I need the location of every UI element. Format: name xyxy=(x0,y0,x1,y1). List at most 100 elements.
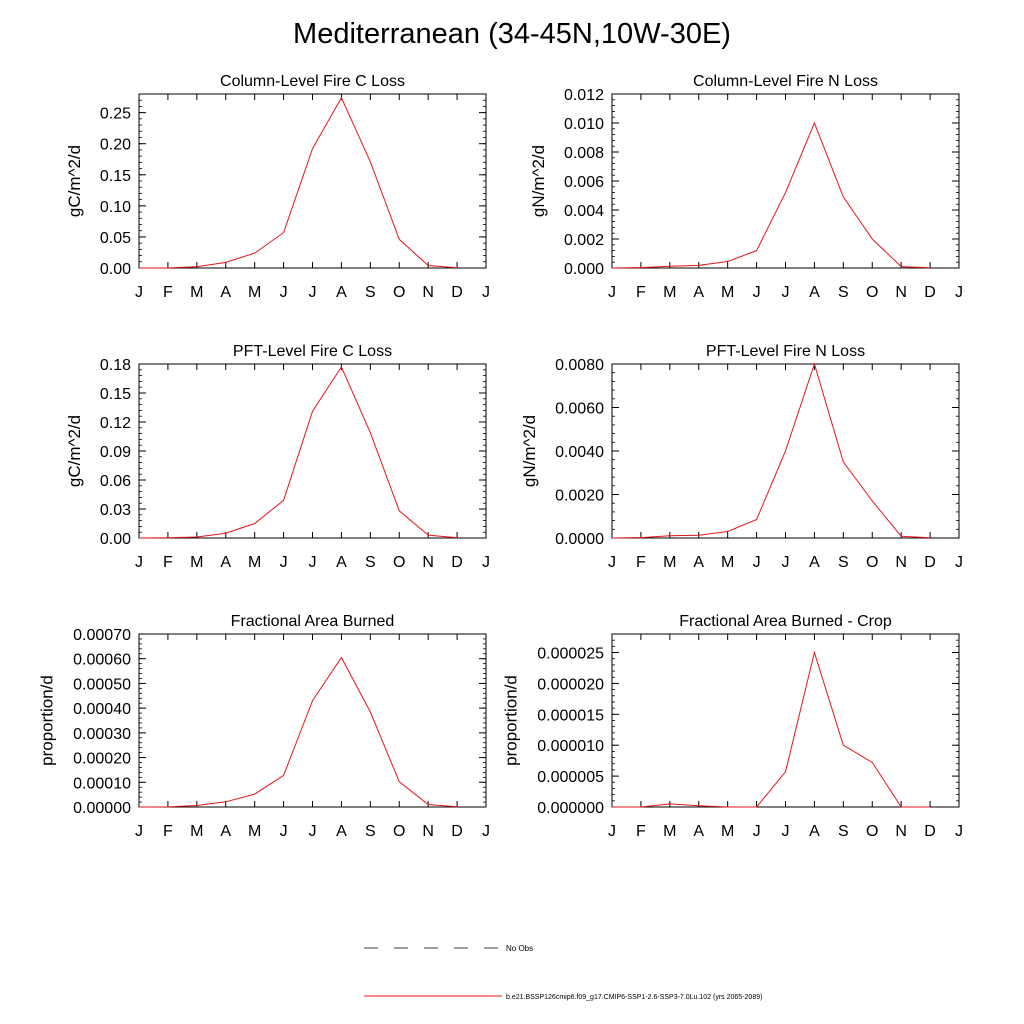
y-axis-label: gC/m^2/d xyxy=(65,415,84,487)
y-tick-label: 0.00050 xyxy=(73,676,131,693)
x-tick-label: M xyxy=(721,823,734,840)
x-tick-label: M xyxy=(721,554,734,571)
page-title: Mediterranean (34-45N,10W-30E) xyxy=(293,18,731,50)
y-tick-label: 0.002 xyxy=(564,232,604,249)
x-tick-label: D xyxy=(924,284,936,301)
y-tick-label: 0.00 xyxy=(100,531,131,548)
x-tick-label: O xyxy=(866,554,878,571)
x-tick-label: J xyxy=(608,284,616,301)
x-tick-label: M xyxy=(248,284,261,301)
panel-title: PFT-Level Fire N Loss xyxy=(706,343,865,360)
x-tick-label: J xyxy=(309,554,317,571)
panel-title: Fractional Area Burned - Crop xyxy=(679,613,892,630)
y-tick-label: 0.0040 xyxy=(555,444,604,461)
y-tick-label: 0.006 xyxy=(564,174,604,191)
y-tick-label: 0.00000 xyxy=(73,800,131,817)
x-tick-label: J xyxy=(955,284,963,301)
x-tick-label: A xyxy=(220,823,231,840)
x-tick-label: J xyxy=(280,823,288,840)
x-tick-label: F xyxy=(163,823,173,840)
plot-frame xyxy=(138,633,487,808)
y-tick-label: 0.00030 xyxy=(73,726,131,743)
x-tick-label: M xyxy=(663,554,676,571)
x-tick-label: N xyxy=(422,554,434,571)
x-tick-label: A xyxy=(336,284,347,301)
legend-model-label: b.e21.BSSP126cmip6.f09_g17.CMIP6-SSP1-2.… xyxy=(506,994,762,1001)
y-tick-label: 0.000 xyxy=(564,261,604,278)
y-axis-label: gN/m^2/d xyxy=(520,415,539,487)
x-tick-label: J xyxy=(782,554,790,571)
series-line xyxy=(612,650,931,808)
x-tick-label: A xyxy=(809,823,820,840)
x-tick-label: J xyxy=(753,554,761,571)
y-tick-label: 0.00070 xyxy=(73,627,131,644)
x-tick-label: N xyxy=(422,284,434,301)
x-tick-label: F xyxy=(636,554,646,571)
y-tick-label: 0.0080 xyxy=(555,357,604,374)
x-tick-label: S xyxy=(838,284,849,301)
y-tick-label: 0.18 xyxy=(100,357,131,374)
y-tick-label: 0.00 xyxy=(100,261,131,278)
y-axis-label: gC/m^2/d xyxy=(65,145,84,217)
x-tick-label: D xyxy=(451,554,463,571)
y-tick-label: 0.012 xyxy=(564,87,604,104)
x-tick-label: M xyxy=(663,823,676,840)
plot-frame xyxy=(138,93,487,269)
x-tick-label: J xyxy=(782,823,790,840)
y-axis-label: proportion/d xyxy=(38,675,57,766)
x-tick-label: O xyxy=(393,823,405,840)
y-tick-label: 0.15 xyxy=(100,168,131,185)
panel-title: Column-Level Fire N Loss xyxy=(693,73,878,90)
x-tick-label: A xyxy=(220,284,231,301)
x-tick-label: S xyxy=(365,284,376,301)
x-tick-label: O xyxy=(866,284,878,301)
x-tick-label: J xyxy=(482,284,490,301)
series-line xyxy=(138,656,458,808)
x-tick-label: N xyxy=(422,823,434,840)
y-tick-label: 0.0020 xyxy=(555,488,604,505)
x-tick-label: A xyxy=(336,554,347,571)
x-tick-label: M xyxy=(721,284,734,301)
y-tick-label: 0.000020 xyxy=(537,676,604,693)
x-tick-label: S xyxy=(838,823,849,840)
y-tick-label: 0.010 xyxy=(564,116,604,133)
x-tick-label: F xyxy=(163,284,173,301)
x-tick-label: J xyxy=(135,554,143,571)
x-tick-label: D xyxy=(451,823,463,840)
x-tick-label: J xyxy=(309,284,317,301)
x-tick-label: M xyxy=(190,823,203,840)
y-tick-label: 0.12 xyxy=(100,415,131,432)
x-tick-label: F xyxy=(163,554,173,571)
y-tick-label: 0.00060 xyxy=(73,652,131,669)
x-tick-label: A xyxy=(693,284,704,301)
x-tick-label: J xyxy=(753,284,761,301)
y-tick-label: 0.000005 xyxy=(537,769,604,786)
x-tick-label: J xyxy=(753,823,761,840)
y-tick-label: 0.20 xyxy=(100,137,131,154)
x-tick-label: A xyxy=(809,554,820,571)
legend: No Obs b.e21.BSSP126cmip6.f09_g17.CMIP6-S… xyxy=(364,944,762,1001)
x-tick-label: M xyxy=(248,554,261,571)
x-tick-label: D xyxy=(451,284,463,301)
x-tick-label: A xyxy=(693,823,704,840)
y-tick-label: 0.000000 xyxy=(537,800,604,817)
x-tick-label: M xyxy=(663,284,676,301)
x-tick-label: A xyxy=(336,823,347,840)
x-tick-label: M xyxy=(248,823,261,840)
x-tick-label: S xyxy=(838,554,849,571)
x-tick-label: S xyxy=(365,554,376,571)
y-tick-label: 0.06 xyxy=(100,473,131,490)
x-tick-label: A xyxy=(220,554,231,571)
panel-title: Fractional Area Burned xyxy=(231,613,395,630)
x-tick-label: M xyxy=(190,554,203,571)
x-tick-label: N xyxy=(895,554,907,571)
x-tick-label: J xyxy=(135,823,143,840)
x-tick-label: N xyxy=(895,284,907,301)
x-tick-label: J xyxy=(955,554,963,571)
y-tick-label: 0.0060 xyxy=(555,401,604,418)
y-tick-label: 0.000025 xyxy=(537,646,604,663)
x-tick-label: S xyxy=(365,823,376,840)
